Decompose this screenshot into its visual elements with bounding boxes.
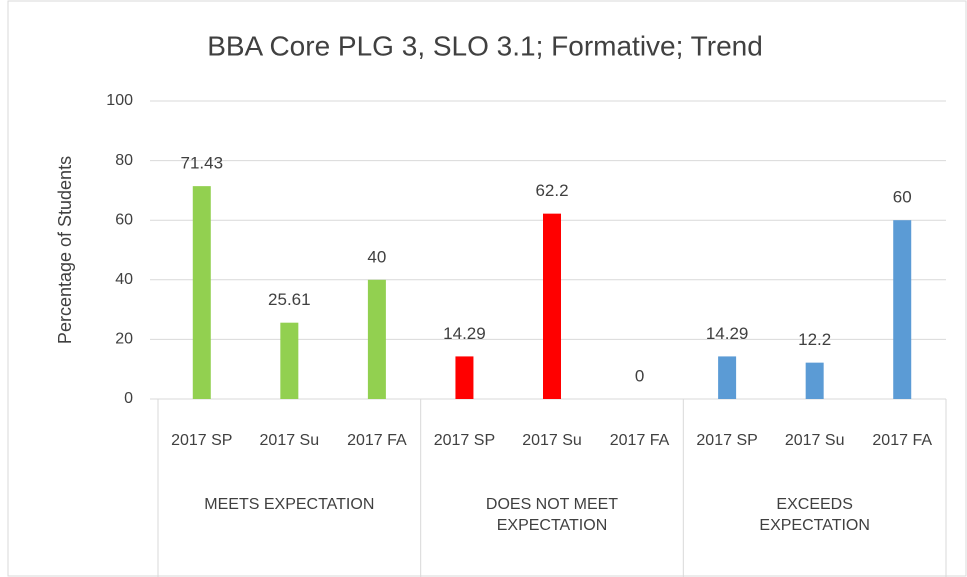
data-label: 71.43 bbox=[181, 154, 224, 173]
y-tick-label: 60 bbox=[115, 211, 133, 228]
y-tick-label: 20 bbox=[115, 331, 133, 348]
data-label: 25.61 bbox=[268, 290, 311, 309]
y-axis-label: Percentage of Students bbox=[55, 156, 75, 344]
bar bbox=[543, 213, 561, 399]
data-label: 0 bbox=[635, 366, 644, 385]
bar bbox=[455, 356, 474, 399]
bar bbox=[718, 356, 737, 399]
x-tick-label: 2017 FA bbox=[872, 432, 932, 449]
data-label: 12.2 bbox=[798, 330, 831, 349]
y-tick-label: 80 bbox=[115, 152, 133, 169]
data-label: 14.29 bbox=[706, 324, 749, 343]
bar bbox=[893, 220, 912, 399]
x-tick-label: 2017 FA bbox=[347, 432, 407, 449]
bar bbox=[805, 362, 824, 399]
bar bbox=[280, 322, 299, 399]
bar bbox=[192, 186, 211, 399]
data-label: 60 bbox=[893, 188, 912, 207]
y-tick-label: 40 bbox=[115, 271, 133, 288]
x-tick-label: 2017 SP bbox=[434, 432, 495, 449]
x-tick-label: 2017 Su bbox=[522, 432, 582, 449]
x-tick-label: 2017 SP bbox=[696, 432, 757, 449]
data-label: 62.2 bbox=[535, 181, 568, 200]
data-label: 14.29 bbox=[443, 324, 486, 343]
x-tick-label: 2017 Su bbox=[260, 432, 320, 449]
group-label: EXCEEDS EXPECTATION bbox=[759, 496, 870, 534]
chart-border bbox=[7, 0, 967, 577]
bar bbox=[367, 279, 386, 399]
chart-title: BBA Core PLG 3, SLO 3.1; Formative; Tren… bbox=[207, 30, 763, 61]
y-tick-label: 100 bbox=[106, 92, 133, 109]
y-tick-label: 0 bbox=[124, 390, 133, 407]
data-label: 40 bbox=[367, 247, 386, 266]
x-tick-label: 2017 SP bbox=[171, 432, 232, 449]
group-label: DOES NOT MEET EXPECTATION bbox=[485, 496, 619, 534]
group-label: MEETS EXPECTATION bbox=[204, 496, 375, 513]
x-tick-label: 2017 FA bbox=[610, 432, 670, 449]
x-tick-label: 2017 Su bbox=[785, 432, 845, 449]
